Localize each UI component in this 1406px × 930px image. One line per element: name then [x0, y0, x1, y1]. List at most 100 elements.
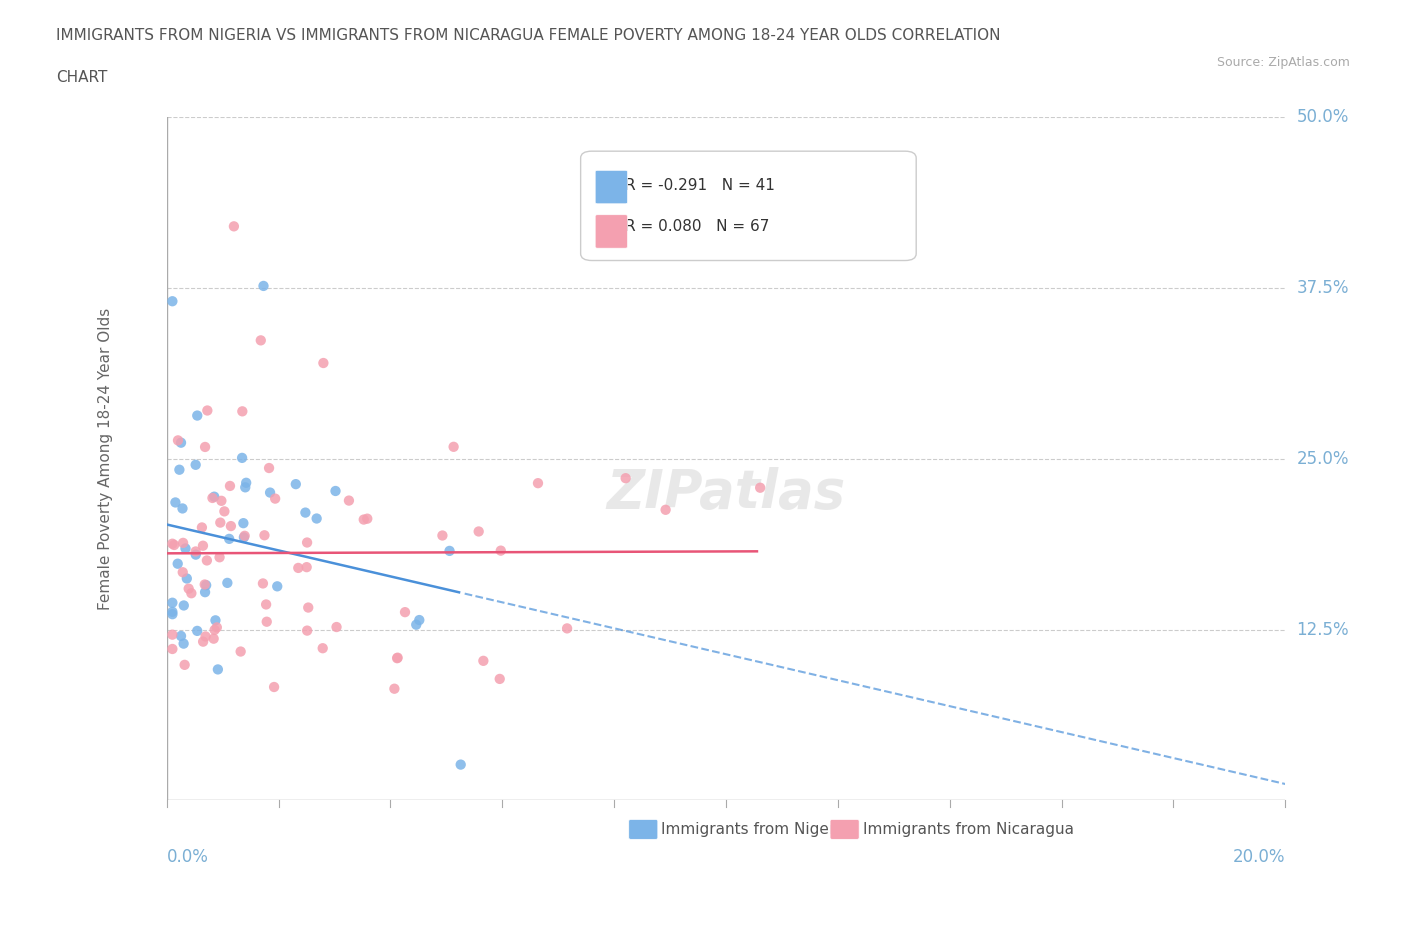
- Point: [202, 489, 225, 504]
- Point: [387, 650, 409, 665]
- Point: [180, 586, 202, 601]
- Point: [287, 561, 309, 576]
- Point: [489, 543, 512, 558]
- Point: [162, 627, 184, 642]
- Point: [170, 629, 193, 644]
- Point: [259, 485, 281, 500]
- Point: [233, 528, 256, 543]
- Point: [488, 671, 510, 686]
- Point: [191, 538, 214, 553]
- Point: [252, 278, 274, 293]
- Text: 12.5%: 12.5%: [1296, 620, 1350, 639]
- Point: [162, 294, 184, 309]
- Point: [162, 642, 184, 657]
- Text: CHART: CHART: [56, 70, 108, 85]
- Text: 37.5%: 37.5%: [1296, 279, 1348, 297]
- Point: [257, 460, 280, 475]
- Point: [353, 512, 375, 527]
- Point: [232, 516, 254, 531]
- Point: [205, 620, 228, 635]
- Point: [177, 581, 200, 596]
- Point: [256, 615, 278, 630]
- Point: [191, 520, 214, 535]
- Point: [439, 543, 461, 558]
- Point: [384, 682, 406, 697]
- Point: [165, 495, 187, 510]
- Point: [555, 621, 578, 636]
- Point: [235, 475, 257, 490]
- Point: [229, 644, 252, 659]
- Point: [254, 597, 277, 612]
- Point: [284, 477, 307, 492]
- Point: [173, 598, 195, 613]
- Point: [312, 355, 335, 370]
- Point: [266, 578, 288, 593]
- Point: [295, 623, 318, 638]
- Point: [184, 458, 207, 472]
- Point: [295, 535, 318, 550]
- Point: [173, 636, 195, 651]
- Point: [207, 662, 229, 677]
- Text: Immigrants from Nicaragua: Immigrants from Nicaragua: [862, 821, 1074, 837]
- Point: [172, 536, 194, 551]
- Point: [194, 585, 217, 600]
- Point: [263, 680, 285, 695]
- Point: [166, 556, 188, 571]
- Point: [173, 658, 195, 672]
- Point: [195, 403, 218, 418]
- Point: [186, 408, 208, 423]
- Text: 0.0%: 0.0%: [167, 848, 208, 866]
- Point: [467, 524, 489, 538]
- Point: [186, 623, 208, 638]
- Point: [162, 537, 184, 551]
- Point: [654, 502, 676, 517]
- Point: [195, 578, 218, 592]
- Point: [408, 613, 430, 628]
- FancyBboxPatch shape: [595, 215, 627, 248]
- Point: [394, 604, 416, 619]
- Point: [297, 600, 319, 615]
- Text: Immigrants from Nigeria: Immigrants from Nigeria: [661, 821, 849, 837]
- Point: [172, 565, 194, 579]
- Point: [195, 553, 218, 568]
- Point: [218, 531, 240, 546]
- Point: [162, 604, 184, 619]
- Point: [191, 634, 214, 649]
- Point: [167, 433, 190, 448]
- Text: 50.0%: 50.0%: [1296, 108, 1348, 126]
- Text: R = 0.080   N = 67: R = 0.080 N = 67: [626, 219, 769, 233]
- Point: [174, 541, 197, 556]
- Point: [194, 440, 217, 455]
- FancyBboxPatch shape: [830, 819, 859, 840]
- Point: [184, 547, 207, 562]
- Point: [162, 595, 184, 610]
- Point: [222, 219, 245, 233]
- Point: [176, 571, 198, 586]
- Point: [163, 538, 186, 552]
- Point: [184, 544, 207, 559]
- Point: [172, 501, 194, 516]
- Point: [472, 654, 495, 669]
- Point: [614, 471, 637, 485]
- Point: [231, 450, 253, 465]
- Text: Female Poverty Among 18-24 Year Olds: Female Poverty Among 18-24 Year Olds: [98, 308, 112, 610]
- Point: [162, 606, 184, 621]
- Point: [194, 577, 217, 591]
- Text: R = -0.291   N = 41: R = -0.291 N = 41: [626, 178, 775, 193]
- Point: [232, 530, 254, 545]
- Point: [231, 404, 253, 418]
- Point: [201, 490, 224, 505]
- Point: [249, 333, 271, 348]
- Point: [527, 476, 550, 491]
- Point: [264, 491, 287, 506]
- Text: Source: ZipAtlas.com: Source: ZipAtlas.com: [1216, 56, 1350, 69]
- Point: [337, 493, 360, 508]
- Point: [294, 505, 316, 520]
- Point: [233, 480, 256, 495]
- Point: [202, 631, 225, 646]
- Text: 20.0%: 20.0%: [1233, 848, 1285, 866]
- Point: [209, 515, 232, 530]
- Text: 25.0%: 25.0%: [1296, 450, 1348, 468]
- Point: [204, 622, 226, 637]
- Point: [204, 613, 226, 628]
